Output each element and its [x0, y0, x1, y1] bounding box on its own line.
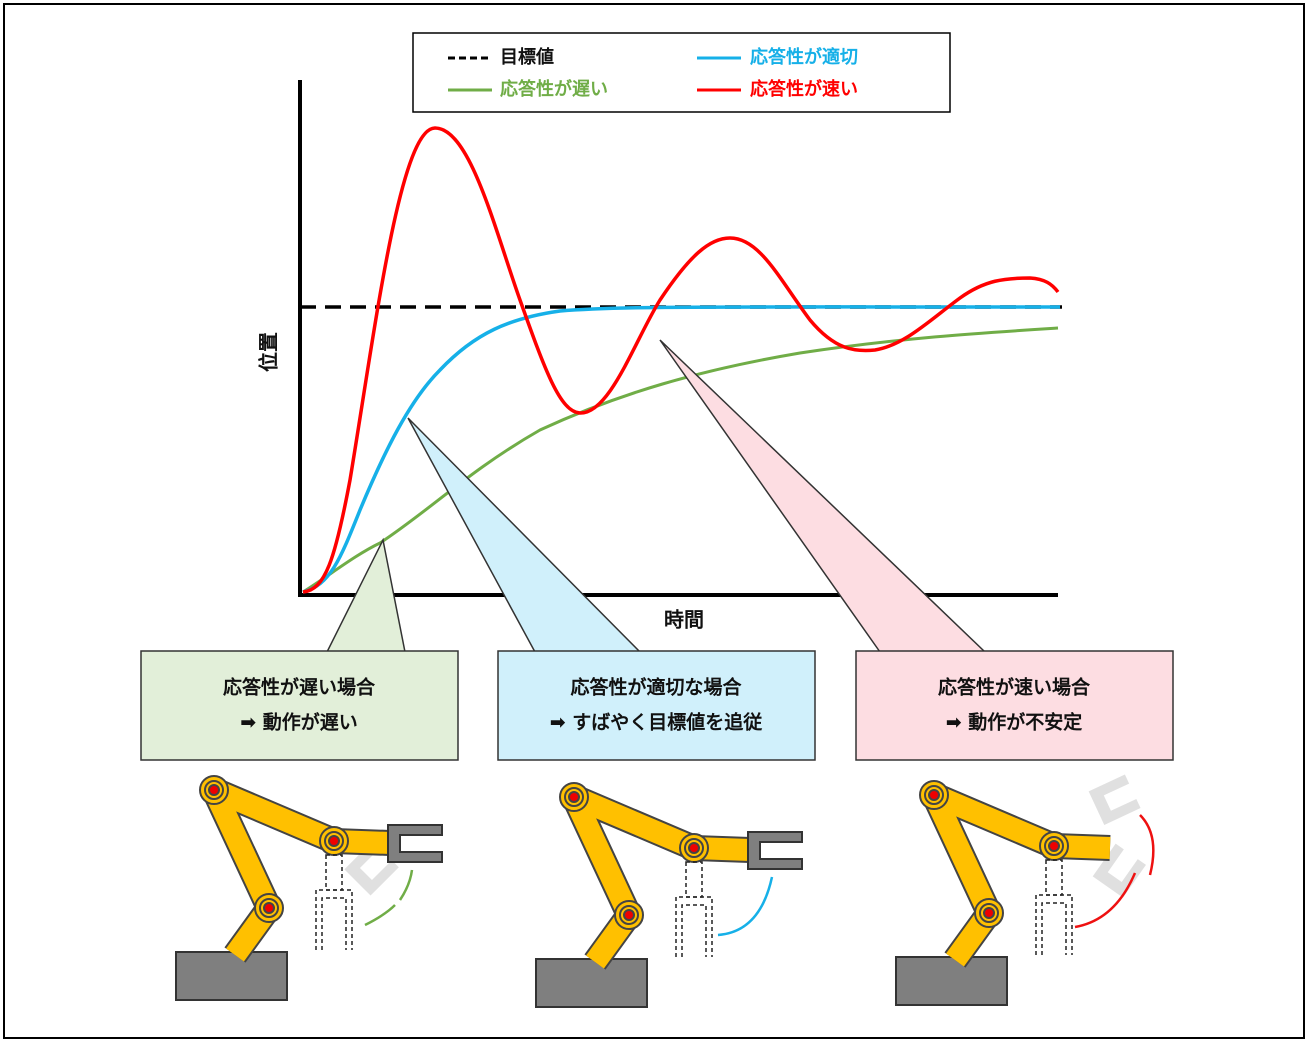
legend: 目標値 応答性が適切 応答性が遅い 応答性が速い — [412, 32, 951, 113]
frame — [3, 3, 1305, 1039]
callout-box — [855, 650, 1174, 761]
legend-label: 応答性が遅い — [500, 78, 608, 100]
callout-title: 応答性が適切な場合 — [570, 676, 742, 699]
callout-title: 応答性が遅い場合 — [223, 676, 376, 699]
curve-proper — [302, 305, 1061, 594]
curve-fast — [302, 126, 1060, 594]
x-axis-label: 時間 — [664, 608, 704, 632]
y-axis-label: 位置 — [257, 332, 281, 372]
callout-box — [140, 650, 459, 761]
callout-box — [497, 650, 816, 761]
robot-slow — [176, 776, 443, 1000]
robot-fast — [896, 775, 1155, 1005]
callout-result: ➡ すばやく目標値を追従 — [550, 711, 763, 734]
legend-label: 応答性が速い — [750, 78, 858, 100]
callout-title: 応答性が速い場合 — [938, 676, 1091, 699]
legend-label: 応答性が適切 — [750, 46, 858, 68]
callout-result: ➡ 動作が不安定 — [946, 711, 1083, 734]
legend-label: 目標値 — [500, 46, 554, 68]
callout-result: ➡ 動作が遅い — [240, 711, 358, 734]
robot-proper — [536, 783, 803, 1007]
